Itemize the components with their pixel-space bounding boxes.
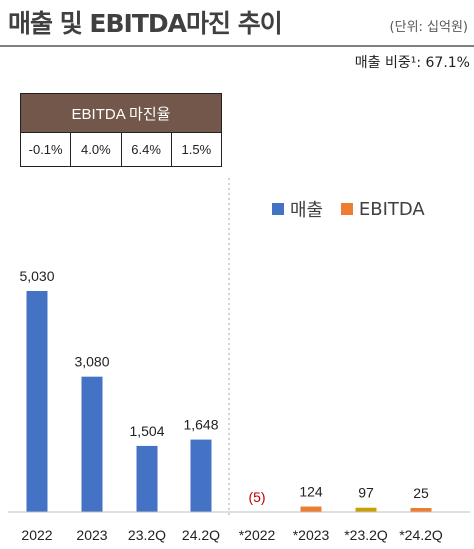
bar-revenue-23-2q bbox=[136, 445, 158, 512]
legend-label-ebitda: EBITDA bbox=[358, 198, 425, 220]
x-tick-24-2q: 24.2Q bbox=[182, 527, 220, 543]
margin-cell-2023: 4.0% bbox=[70, 132, 122, 167]
bar-revenue-2023 bbox=[81, 376, 103, 512]
bar-ebitda-2023 bbox=[300, 506, 322, 512]
legend-swatch-ebitda bbox=[340, 203, 353, 215]
x-tick-ebitda-24-2q: *24.2Q bbox=[399, 527, 443, 543]
title-divider bbox=[0, 45, 474, 47]
bar-ebitda-24-2q bbox=[410, 508, 432, 512]
ebitda-margin-table: EBITDA 마진율 -0.1% 4.0% 6.4% 1.5% bbox=[19, 93, 223, 167]
margin-cell-24-2q: 1.5% bbox=[170, 132, 223, 167]
legend-item-ebitda: EBITDA bbox=[340, 198, 425, 220]
page-title: 매출 및 EBITDA마진 추이 bbox=[8, 9, 283, 38]
bar-revenue-2022 bbox=[26, 291, 48, 512]
margin-cell-23-2q: 6.4% bbox=[120, 132, 172, 167]
chart-legend: 매출 EBITDA bbox=[272, 196, 437, 222]
legend-label-revenue: 매출 bbox=[290, 200, 324, 221]
revenue-share-note: 매출 비중¹: 67.1% bbox=[354, 55, 470, 71]
margin-table-header: EBITDA 마진율 bbox=[20, 93, 222, 133]
data-label-revenue-23-2q: 1,504 bbox=[129, 423, 164, 439]
data-label-ebitda-23-2q: 97 bbox=[358, 485, 374, 501]
data-label-revenue-24-2q: 1,648 bbox=[183, 417, 218, 433]
legend-item-revenue: 매출 bbox=[272, 196, 323, 222]
unit-note: (단위: 십억원) bbox=[389, 20, 468, 35]
x-tick-2022: 2022 bbox=[21, 527, 52, 543]
x-tick-2023: 2023 bbox=[76, 527, 107, 543]
x-tick-ebitda-23-2q: *23.2Q bbox=[344, 527, 388, 543]
x-tick-23-2q: 23.2Q bbox=[128, 527, 166, 543]
data-label-ebitda-2023: 124 bbox=[299, 484, 323, 500]
legend-swatch-revenue bbox=[272, 203, 284, 215]
bar-ebitda-23-2q bbox=[355, 507, 377, 512]
data-label-ebitda-24-2q: 25 bbox=[413, 485, 429, 501]
data-label-revenue-2023: 3,080 bbox=[74, 354, 109, 370]
data-label-revenue-2022: 5,030 bbox=[19, 268, 54, 284]
x-tick-ebitda-2022: *2022 bbox=[239, 527, 276, 543]
data-label-ebitda-2022: (5) bbox=[248, 489, 265, 505]
x-tick-ebitda-2023: *2023 bbox=[293, 527, 330, 543]
margin-cell-2022: -0.1% bbox=[19, 132, 72, 167]
bar-revenue-24-2q bbox=[190, 439, 212, 512]
